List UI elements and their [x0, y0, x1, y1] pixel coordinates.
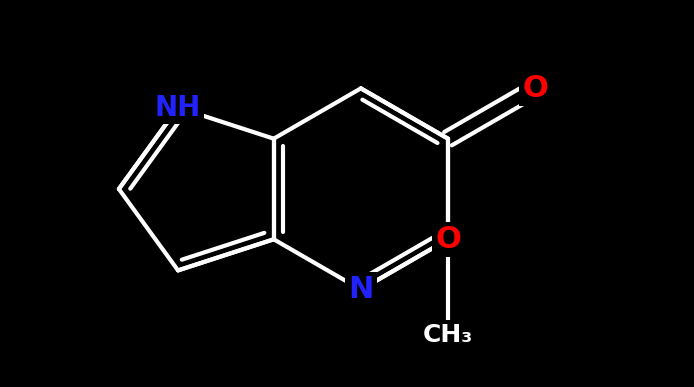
- Text: CH₃: CH₃: [423, 323, 473, 347]
- Text: NH: NH: [155, 94, 201, 122]
- Text: O: O: [523, 74, 548, 103]
- Text: O: O: [435, 225, 461, 254]
- Text: N: N: [348, 275, 373, 304]
